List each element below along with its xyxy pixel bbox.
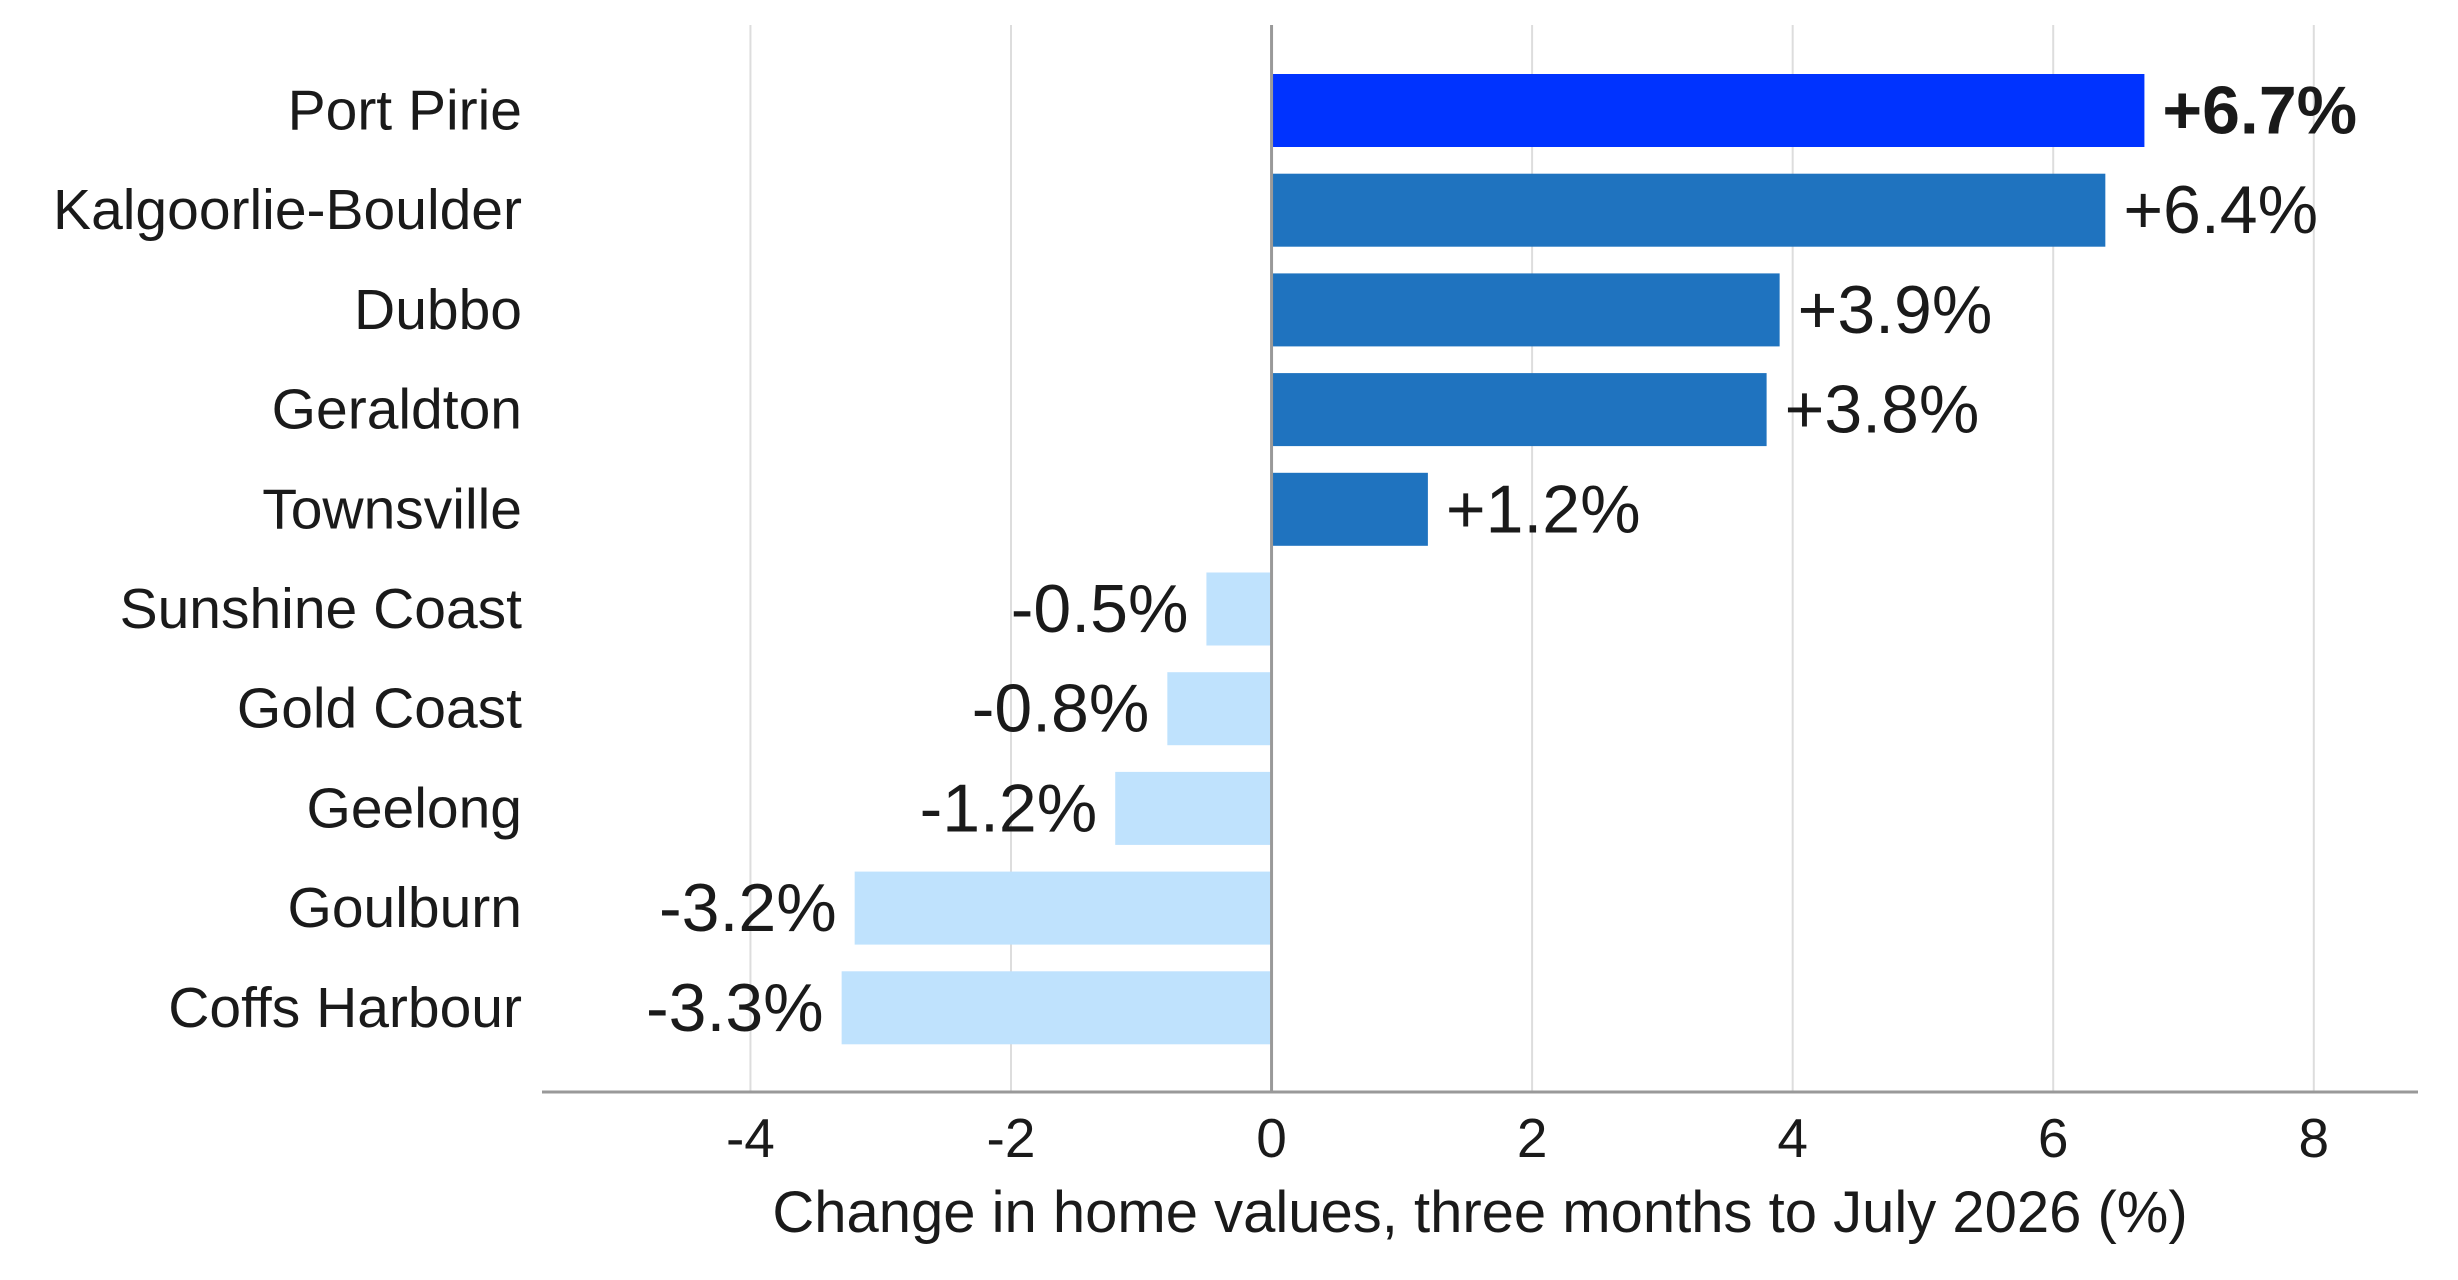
data-label: -3.2% (659, 870, 837, 946)
category-label: Port Pirie (288, 79, 522, 143)
category-label: Geelong (306, 776, 522, 840)
x-tick-label: 2 (1517, 1107, 1548, 1169)
bar-geelong (1115, 771, 1272, 845)
data-label: -0.8% (972, 671, 1150, 747)
category-label: Sunshine Coast (120, 577, 523, 641)
category-label: Geraldton (272, 378, 522, 442)
bar-dubbo (1271, 273, 1780, 347)
bar-townsville (1271, 472, 1428, 546)
x-tick-label: 0 (1256, 1107, 1287, 1169)
axes (542, 25, 2418, 1094)
bar-geraldton (1271, 373, 1767, 447)
bar-coffs-harbour (841, 971, 1272, 1045)
bar-kalgoorlie-boulder (1271, 173, 2106, 247)
bars (841, 74, 2145, 1045)
category-label: Kalgoorlie-Boulder (53, 178, 522, 242)
x-tick-label: 4 (1777, 1107, 1808, 1169)
category-labels: Port Pirie Kalgoorlie-Boulder Dubbo Geraldt… (53, 79, 522, 1040)
category-label: Dubbo (354, 278, 522, 342)
x-tick-label: -4 (726, 1107, 775, 1169)
data-label: -3.3% (646, 970, 824, 1046)
bar-gold-coast (1167, 672, 1272, 746)
data-label: +3.8% (1785, 372, 1980, 448)
x-tick-labels: -4 -2 0 2 4 6 8 (726, 1107, 2329, 1169)
x-axis-title: Change in home values, three months to J… (772, 1180, 2187, 1245)
category-label: Goulburn (288, 876, 523, 940)
bar-sunshine-coast (1206, 572, 1272, 646)
category-label: Gold Coast (237, 677, 522, 741)
category-label: Coffs Harbour (168, 976, 522, 1040)
x-tick-label: 8 (2298, 1107, 2329, 1169)
data-label: +6.7% (2162, 73, 2357, 149)
x-tick-label: 6 (2038, 1107, 2069, 1169)
bar-goulburn (854, 871, 1272, 945)
x-tick-label: -2 (987, 1107, 1036, 1169)
data-label: -1.2% (920, 770, 1098, 846)
data-label: +1.2% (1446, 471, 1641, 547)
category-label: Townsville (262, 477, 522, 541)
data-labels: +6.7% +6.4% +3.9% +3.8% +1.2% -0.5% -0.8% -1.2%… (646, 73, 2357, 1046)
bar-port-pirie (1271, 74, 2145, 147)
data-label: +3.9% (1798, 272, 1993, 348)
data-label: +6.4% (2123, 172, 2318, 248)
data-label: -0.5% (1011, 571, 1189, 647)
